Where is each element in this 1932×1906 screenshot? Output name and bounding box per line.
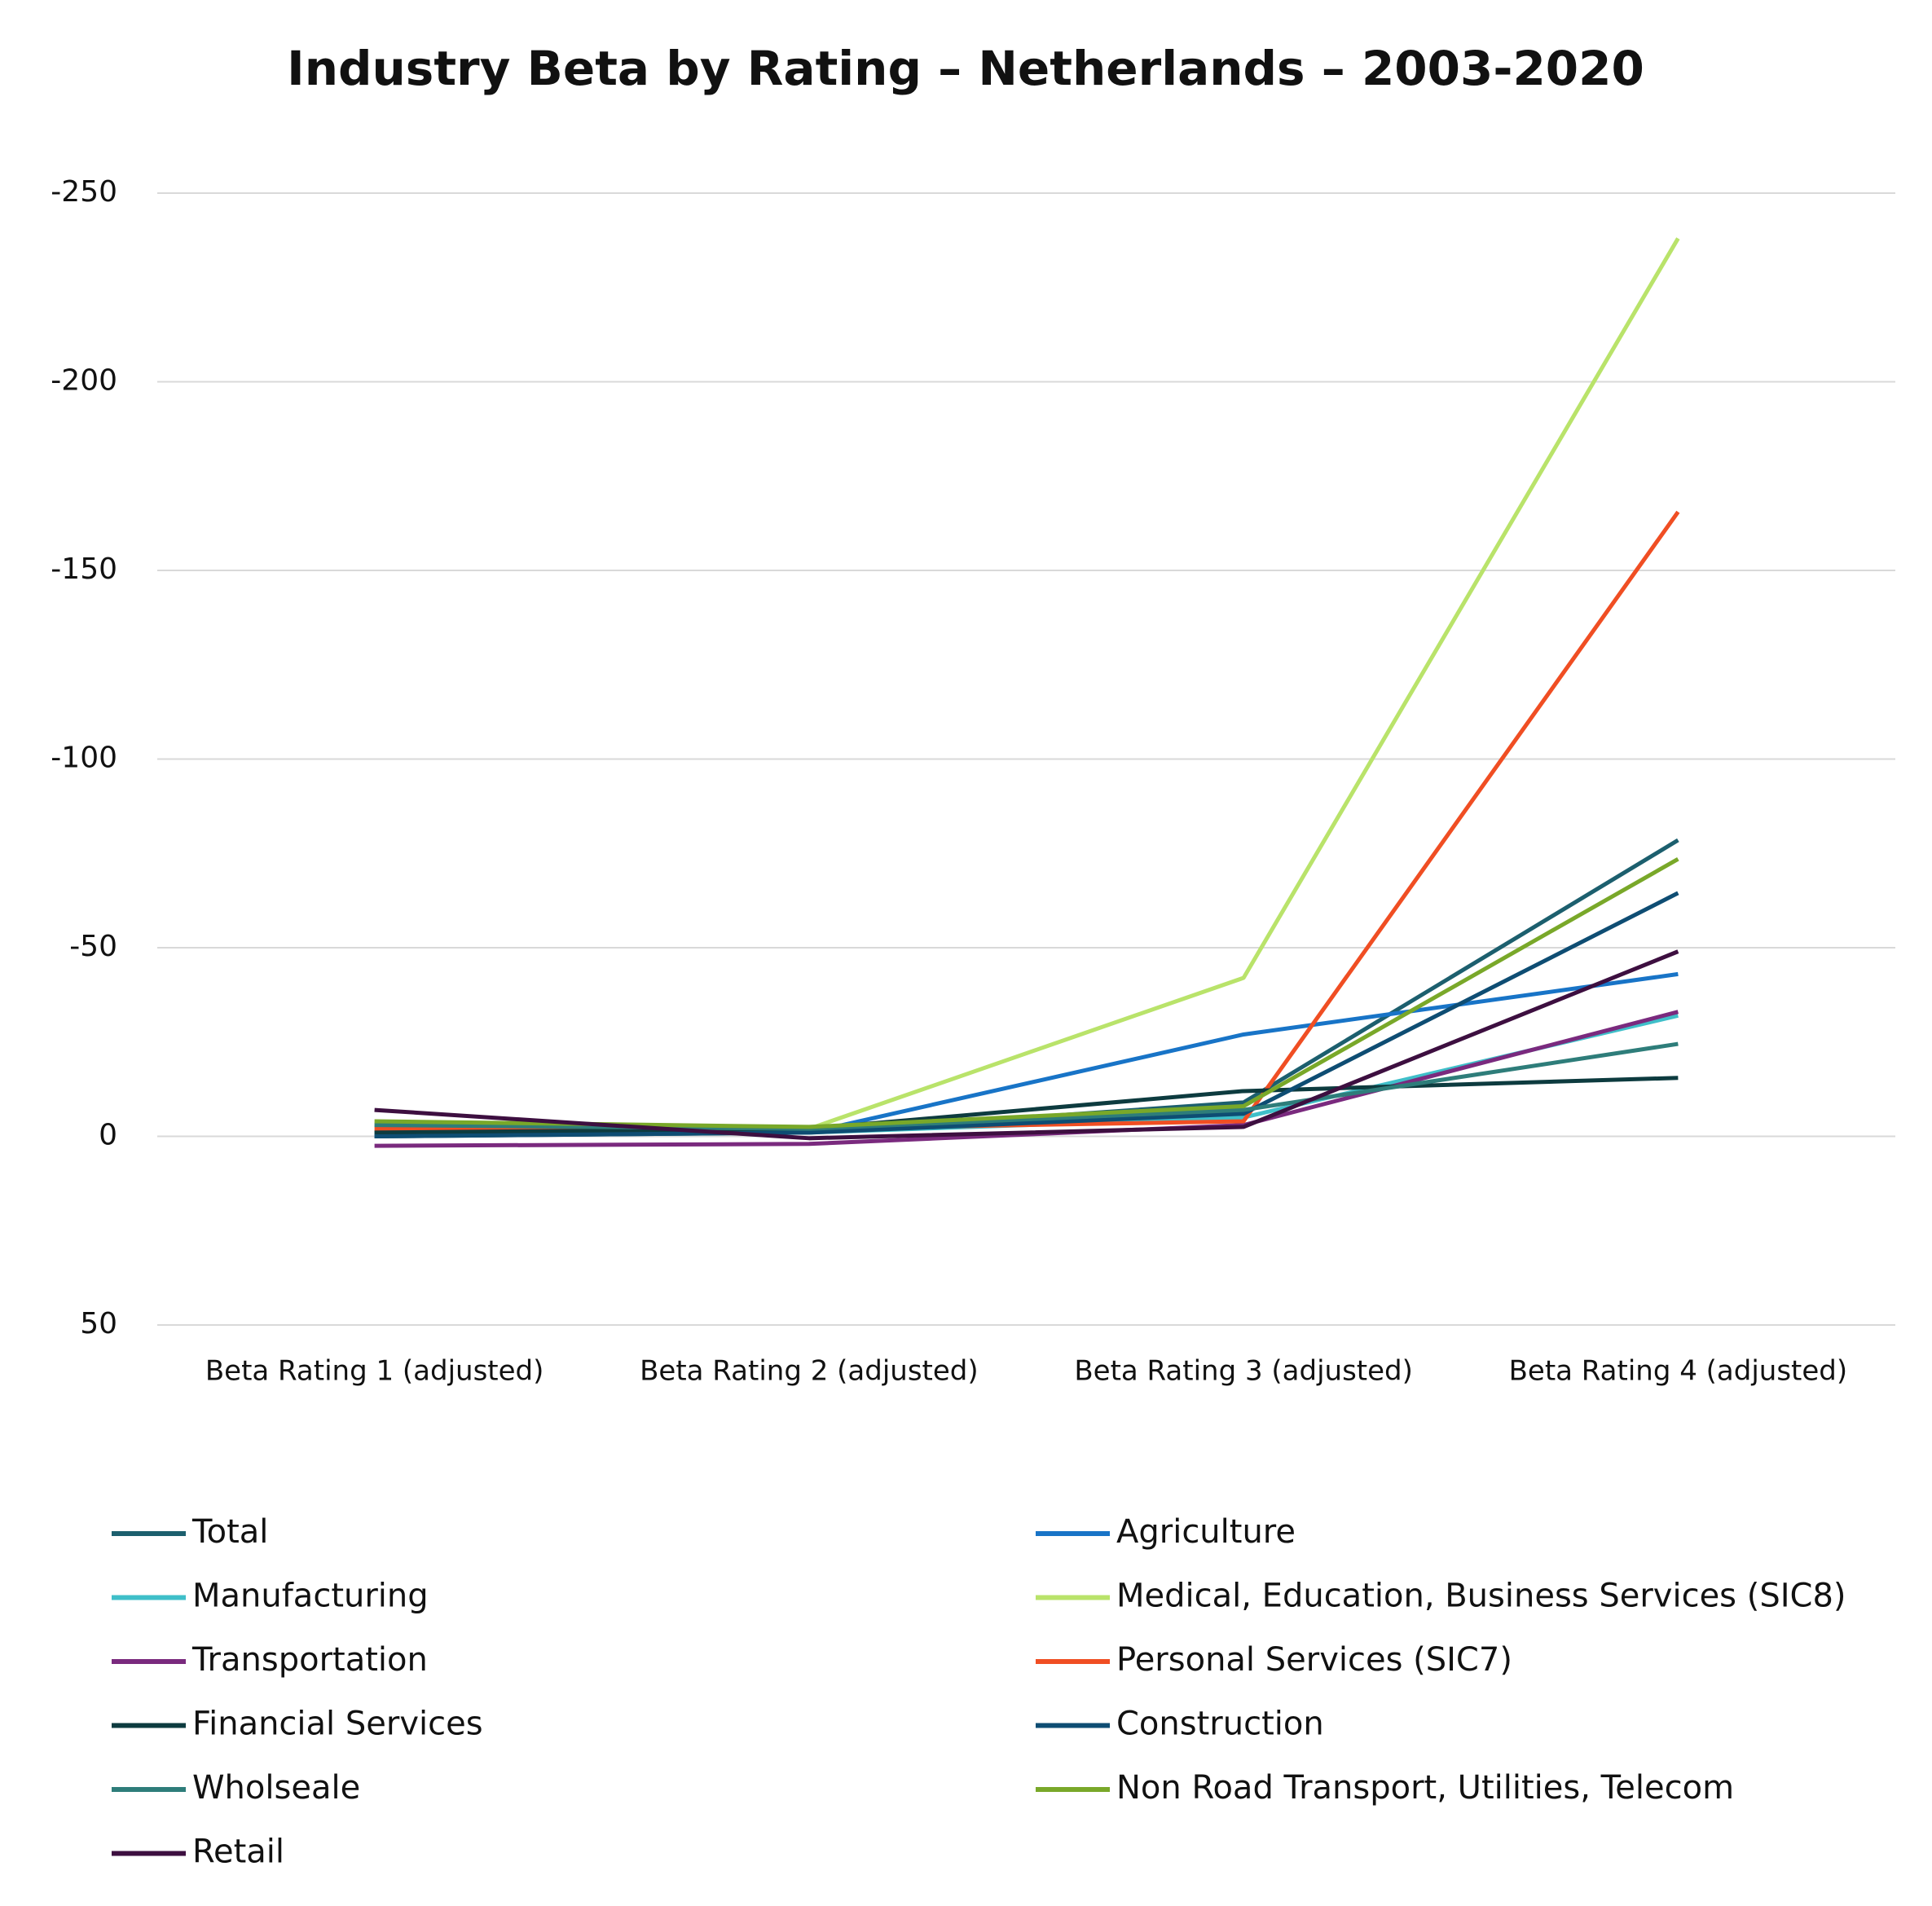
y-tick-label: -200 xyxy=(51,364,117,398)
legend-label: Retail xyxy=(192,1833,284,1871)
series-line xyxy=(374,949,1679,1141)
series-line xyxy=(374,891,1679,1138)
y-tick-label: 50 xyxy=(80,1307,117,1340)
legend-label: Wholseale xyxy=(192,1769,360,1807)
legend-label: Personal Services (SIC7) xyxy=(1116,1641,1512,1679)
legend-label: Manufacturing xyxy=(192,1578,429,1615)
series-line xyxy=(374,237,1680,1131)
chart-title: Industry Beta by Rating – Netherlands – … xyxy=(287,41,1644,96)
legend-label: Construction xyxy=(1116,1706,1324,1743)
x-tick-label: Beta Rating 1 (adjusted) xyxy=(205,1355,544,1388)
legend-label: Financial Services xyxy=(192,1706,483,1743)
series-line xyxy=(374,1076,1679,1135)
y-tick-label: 0 xyxy=(99,1119,117,1152)
y-tick-label: -250 xyxy=(51,175,117,209)
legend-label: Medical, Education, Business Services (S… xyxy=(1116,1578,1846,1615)
legend-label: Total xyxy=(191,1513,268,1551)
series-line xyxy=(374,1041,1679,1131)
series-line xyxy=(374,510,1680,1131)
legend-label: Agriculture xyxy=(1116,1513,1296,1551)
series-line xyxy=(374,838,1679,1138)
legend-label: Non Road Transport, Utilities, Telecom xyxy=(1116,1769,1734,1807)
y-tick-label: -150 xyxy=(51,552,117,586)
y-tick-label: -100 xyxy=(51,742,117,775)
x-tick-label: Beta Rating 2 (adjusted) xyxy=(640,1355,979,1388)
legend-label: Transportation xyxy=(191,1641,428,1679)
y-tick-label: -50 xyxy=(69,930,117,963)
x-tick-label: Beta Rating 3 (adjusted) xyxy=(1074,1355,1413,1388)
x-tick-label: Beta Rating 4 (adjusted) xyxy=(1509,1355,1848,1388)
